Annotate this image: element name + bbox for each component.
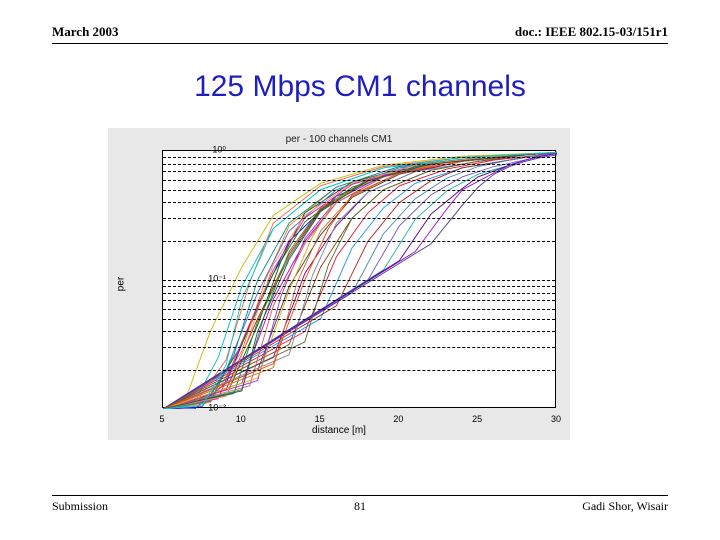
chart-container: per - 100 channels CM1 per distance [m] … bbox=[108, 128, 570, 440]
slide-title: 125 Mbps CM1 channels bbox=[0, 70, 720, 104]
xtick-label: 25 bbox=[472, 414, 482, 424]
chart-title: per - 100 channels CM1 bbox=[108, 134, 570, 145]
ytick-label: 10⁻¹ bbox=[176, 274, 226, 285]
xtick-label: 30 bbox=[551, 414, 561, 424]
chart-ylabel: per bbox=[116, 277, 127, 291]
xtick-label: 5 bbox=[159, 414, 164, 424]
xtick-label: 15 bbox=[315, 414, 325, 424]
footer-page: 81 bbox=[354, 499, 366, 514]
xtick-label: 20 bbox=[393, 414, 403, 424]
slide-header: March 2003 doc.: IEEE 802.15-03/151r1 bbox=[52, 24, 668, 44]
chart-xlabel: distance [m] bbox=[108, 425, 570, 436]
header-doc-id: doc.: IEEE 802.15-03/151r1 bbox=[515, 24, 668, 40]
slide-footer: Submission 81 Gadi Shor, Wisair bbox=[52, 495, 668, 514]
ytick-label: 10⁰ bbox=[176, 145, 226, 156]
header-date: March 2003 bbox=[52, 24, 119, 40]
xtick-label: 10 bbox=[236, 414, 246, 424]
ytick-label: 10⁻² bbox=[176, 403, 226, 414]
footer-label: Submission bbox=[52, 499, 108, 514]
footer-author: Gadi Shor, Wisair bbox=[582, 499, 668, 514]
